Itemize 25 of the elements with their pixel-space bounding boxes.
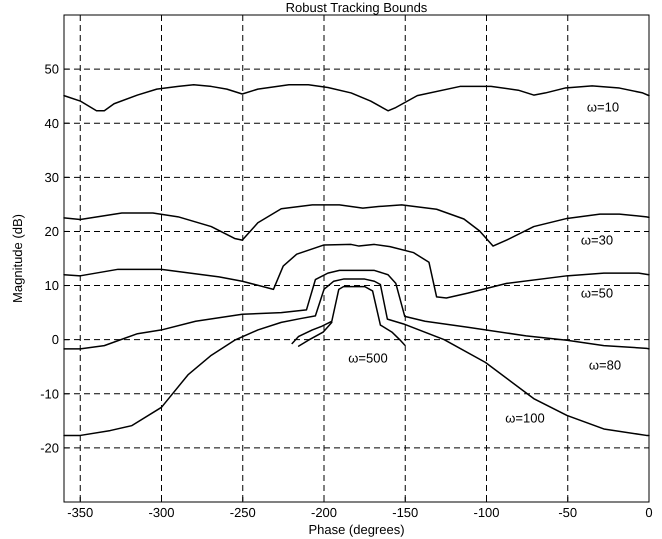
x-tick-label: 0	[645, 505, 653, 520]
series-label: ω=10	[586, 100, 620, 115]
y-tick-label: 50	[44, 62, 59, 77]
series-label: ω=500	[348, 350, 388, 366]
series-label: ω=80	[588, 358, 622, 373]
x-axis-title: Phase (degrees)	[308, 522, 405, 537]
y-tick-label: 0	[52, 332, 59, 348]
y-tick-label: 30	[44, 170, 59, 185]
chart-title: Robust Tracking Bounds	[286, 0, 428, 15]
y-tick-label: 10	[44, 278, 59, 294]
x-tick-label: -250	[230, 505, 256, 520]
x-tick-label: -50	[558, 505, 578, 520]
x-tick-label: -200	[310, 505, 338, 520]
y-axis-title: Magnitude (dB)	[10, 214, 25, 303]
y-tick-label: -10	[40, 386, 59, 402]
series-label: ω=30	[580, 232, 614, 248]
y-tick-label: -20	[40, 440, 59, 456]
series-label: ω=50	[580, 286, 614, 301]
x-tick-label: -100	[473, 505, 500, 520]
x-tick-label: -300	[148, 505, 175, 520]
y-tick-label: 20	[44, 224, 59, 239]
x-tick-label: -150	[392, 505, 418, 520]
series-label: ω=100	[505, 410, 545, 426]
y-tick-label: 40	[44, 116, 59, 131]
x-tick-label: -350	[67, 505, 94, 520]
